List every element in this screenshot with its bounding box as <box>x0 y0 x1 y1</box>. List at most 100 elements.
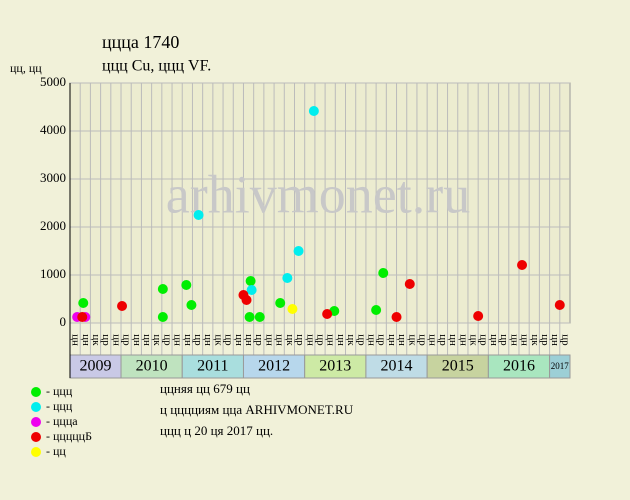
point <box>78 297 89 308</box>
column-label: цк <box>345 334 357 346</box>
point <box>117 301 128 312</box>
point <box>77 312 88 322</box>
column-label: цк <box>212 334 224 346</box>
point <box>275 297 286 308</box>
column-label: цр <box>478 334 490 346</box>
column-label: цн <box>488 334 500 346</box>
column-label: цн <box>457 334 469 346</box>
year-label: 2012 <box>258 358 290 375</box>
point <box>157 284 168 295</box>
y-tick-label: 4000 <box>40 122 66 137</box>
legend-marker <box>31 387 41 397</box>
point <box>282 272 293 283</box>
point <box>554 300 565 310</box>
column-label: цк <box>406 334 418 346</box>
chart-subtitle: ццц Cu, ццц VF. <box>102 58 211 75</box>
column-label: цн <box>335 334 347 346</box>
column-label: цн <box>172 334 184 346</box>
column-label: цр <box>294 334 306 346</box>
column-label: цн <box>508 334 520 346</box>
column-label: цк <box>529 334 541 346</box>
column-label: цр <box>559 334 571 346</box>
watermark: arhivmonet.ru <box>166 164 470 224</box>
y-axis-label: цц, цц <box>10 61 42 75</box>
year-label: 2015 <box>442 358 474 375</box>
year-label: 2011 <box>197 358 228 375</box>
column-label: цн <box>110 334 122 346</box>
point <box>293 246 304 256</box>
y-tick-label: 2000 <box>40 218 66 233</box>
column-label: цн <box>263 334 275 346</box>
column-label: цр <box>437 334 449 346</box>
year-label: 2013 <box>319 358 351 375</box>
column-label: цн <box>182 334 194 346</box>
column-label: цн <box>365 334 377 346</box>
column-label: цн <box>243 334 255 346</box>
legend-marker <box>31 402 41 412</box>
column-label: цн <box>396 334 408 346</box>
y-tick-label: 1000 <box>40 266 66 281</box>
column-label: цн <box>274 334 286 346</box>
column-label: цн <box>141 334 153 346</box>
column-label: цк <box>90 334 102 346</box>
y-tick-label: 0 <box>60 314 67 329</box>
year-label: 2009 <box>80 358 112 375</box>
point <box>245 276 256 286</box>
column-label: цн <box>131 334 143 346</box>
column-label: цк <box>151 334 163 346</box>
year-label: 2014 <box>381 358 413 375</box>
column-label: цр <box>498 334 510 346</box>
chart-title: цццa 1740 <box>102 32 179 52</box>
legend-label: - ццц <box>46 384 73 398</box>
column-label: цр <box>121 334 133 346</box>
column-label: цр <box>417 334 429 346</box>
column-label: цн <box>304 334 316 346</box>
point <box>473 310 484 321</box>
column-label: цр <box>253 334 265 346</box>
column-label: цр <box>314 334 326 346</box>
point <box>186 300 197 310</box>
year-label: 2016 <box>503 358 535 375</box>
column-label: цр <box>223 334 235 346</box>
legend-marker <box>31 447 41 457</box>
point <box>193 210 204 220</box>
column-label: цк <box>468 334 480 346</box>
point <box>241 295 252 306</box>
point <box>287 303 298 314</box>
legend-marker <box>31 417 41 427</box>
legend-label: - цц <box>46 444 66 458</box>
point <box>322 308 333 319</box>
point <box>244 312 255 322</box>
point <box>371 304 382 315</box>
point <box>517 260 528 271</box>
point <box>254 312 265 322</box>
point <box>308 105 319 116</box>
y-tick-label: 3000 <box>40 170 66 185</box>
column-label: цн <box>549 334 561 346</box>
column-label: цр <box>355 334 367 346</box>
note: ццняя цц 679 цц <box>160 381 250 396</box>
y-tick-label: 5000 <box>40 74 66 89</box>
legend-marker <box>31 432 41 442</box>
legend-label: - ццца <box>46 414 78 428</box>
column-label: цн <box>519 334 531 346</box>
column-label: цн <box>427 334 439 346</box>
year-label: 2017 <box>551 361 570 371</box>
plot-area <box>69 82 571 324</box>
column-label: цр <box>192 334 204 346</box>
column-label: цр <box>376 334 388 346</box>
point <box>246 284 257 295</box>
column-label: цн <box>202 334 214 346</box>
year-band <box>549 354 571 379</box>
legend-label: - цццццБ <box>46 429 92 443</box>
column-label: цр <box>161 334 173 346</box>
column-label: цр <box>100 334 112 346</box>
point <box>378 267 389 278</box>
column-label: цк <box>284 334 296 346</box>
column-label: цн <box>70 334 82 346</box>
column-label: цн <box>447 334 459 346</box>
point <box>157 312 168 322</box>
column-label: цн <box>386 334 398 346</box>
column-label: цн <box>325 334 337 346</box>
